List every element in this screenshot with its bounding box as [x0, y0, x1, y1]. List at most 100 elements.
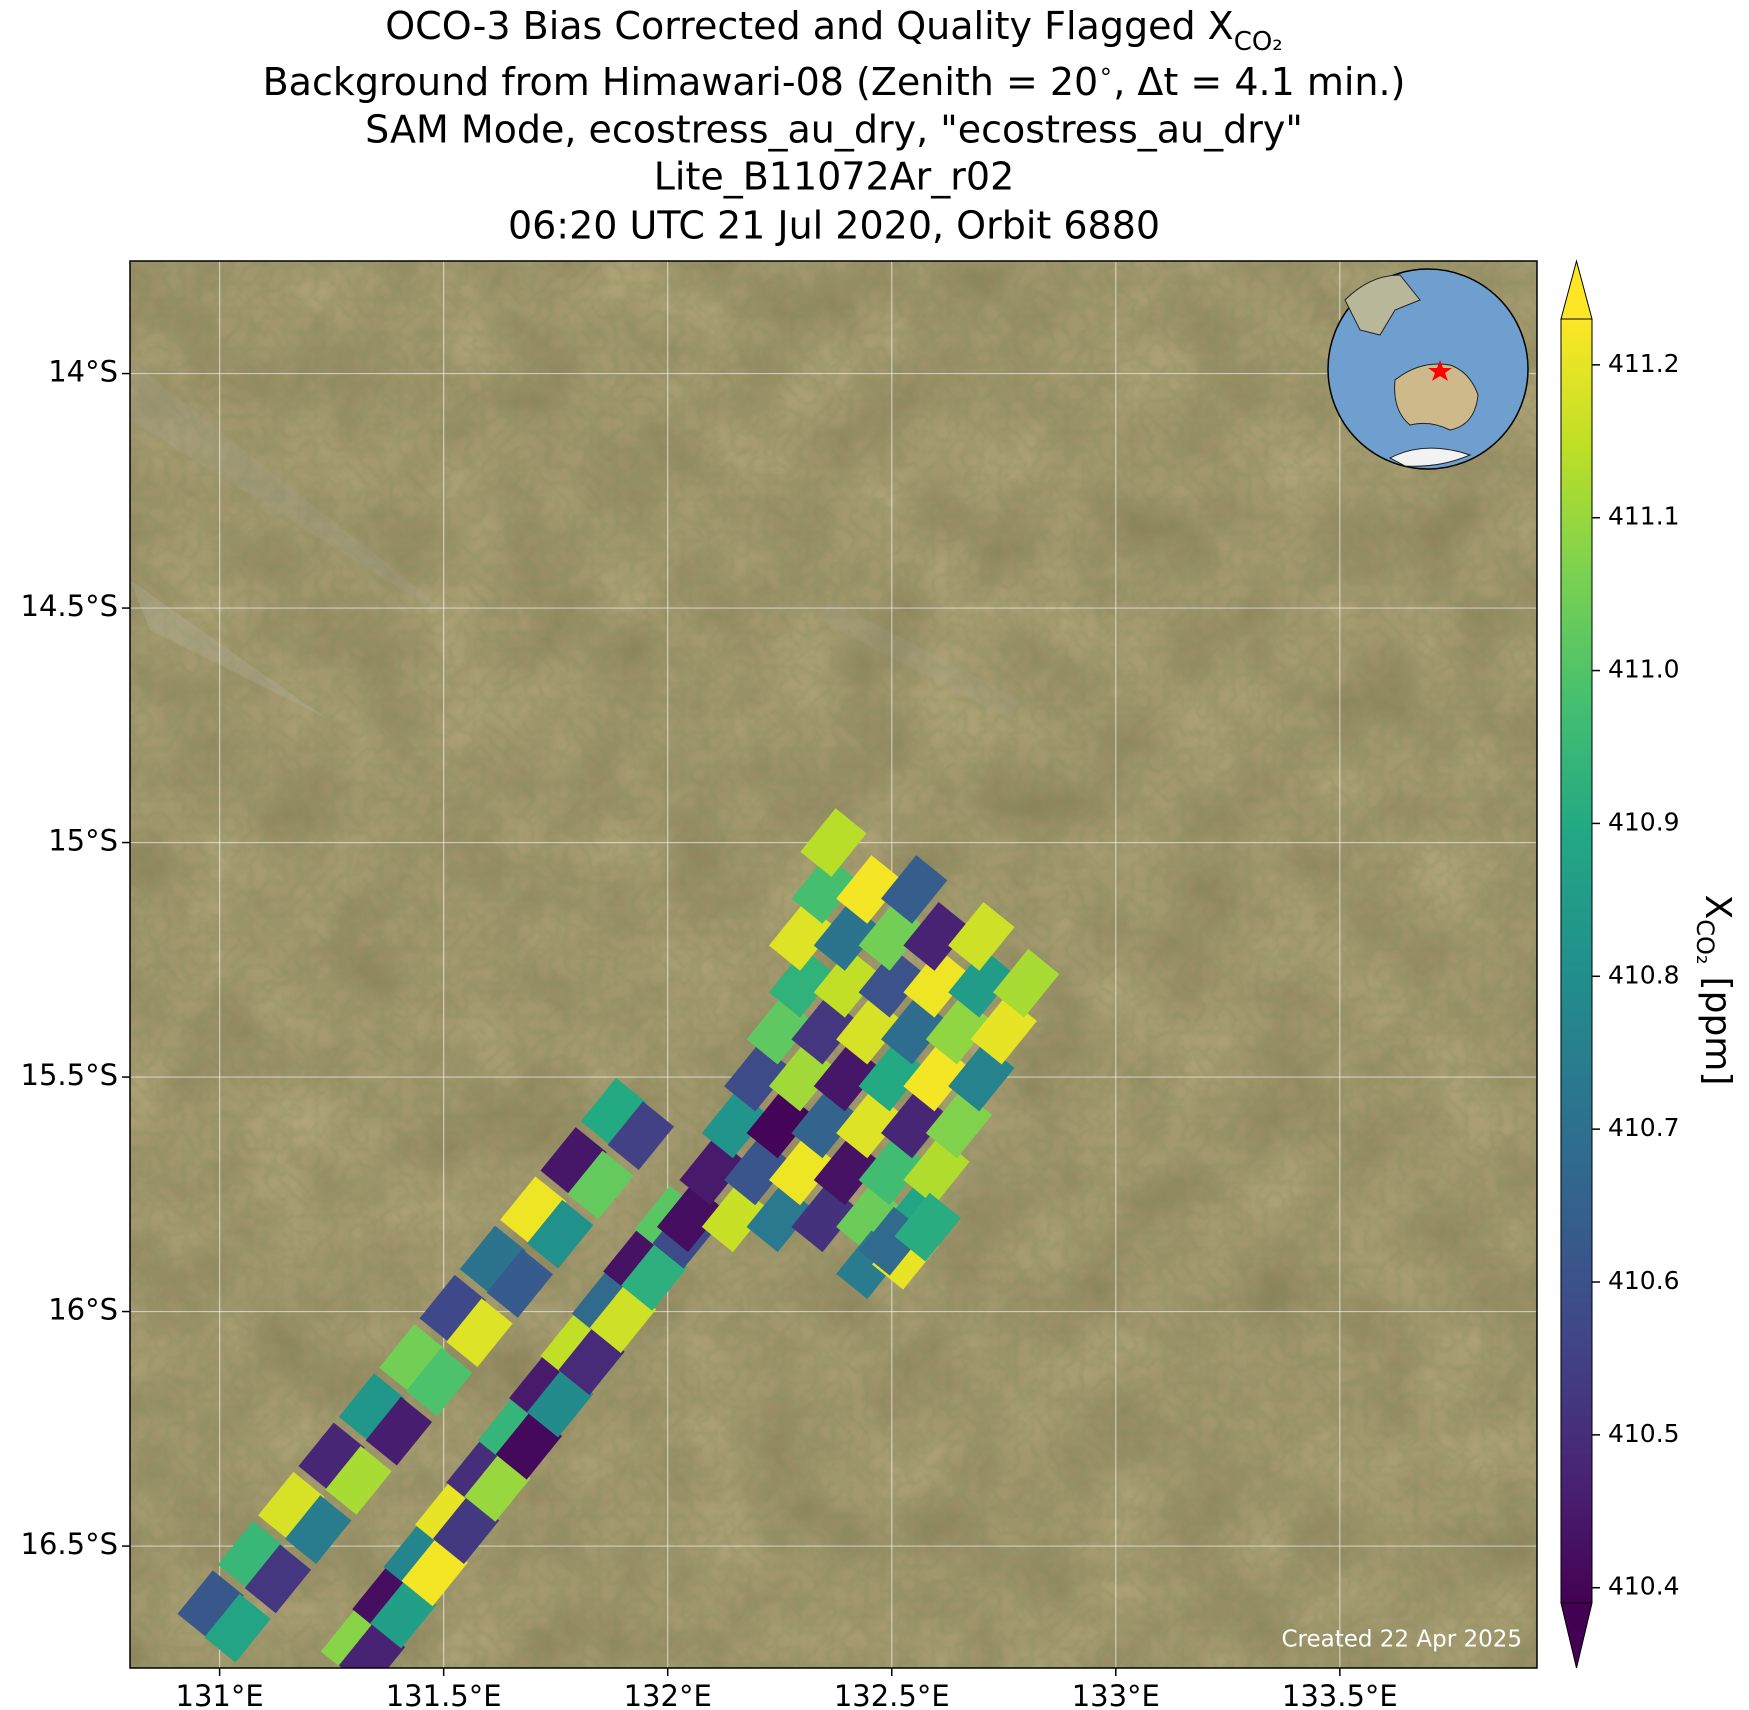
- sounding-cell: [379, 1324, 446, 1393]
- sounding-cell: [401, 1537, 468, 1607]
- colorbar-tick-label: 410.8: [1608, 960, 1680, 989]
- sounding-cell: [948, 948, 1015, 1018]
- colorbar-label-subscript: CO₂: [1691, 919, 1719, 964]
- sounding-cell: [527, 1368, 594, 1438]
- globe-asia: [1344, 274, 1421, 336]
- map-background: [130, 261, 1537, 1668]
- sounding-cell: [993, 948, 1060, 1018]
- x-tick-label: 132.5°E: [834, 1679, 950, 1710]
- colorbar-extend-max: [1560, 259, 1593, 320]
- colorbar-tick-label: 411.2: [1608, 349, 1680, 378]
- sounding-cell: [580, 1077, 648, 1147]
- sounding-cell: [509, 1354, 576, 1424]
- sounding-cell: [558, 1326, 625, 1396]
- y-tick-label: 14.5°S: [21, 589, 118, 623]
- sounding-cell: [432, 1495, 500, 1564]
- sounding-cell: [894, 1192, 961, 1262]
- colorbar-tick-label: 410.4: [1608, 1572, 1680, 1601]
- colorbar-tick-label: 410.5: [1608, 1419, 1680, 1448]
- y-tick-label: 14°S: [48, 355, 118, 389]
- sounding-cell: [495, 1410, 562, 1480]
- sounding-cell: [406, 1347, 473, 1417]
- sounding-cell: [217, 1521, 285, 1590]
- sounding-cell: [446, 1439, 513, 1508]
- colorbar-tick-label: 411.1: [1608, 502, 1680, 531]
- sounding-cell: [589, 1284, 657, 1353]
- sounding-cell: [338, 1373, 406, 1443]
- inset-globe: [1327, 268, 1529, 470]
- sounding-cell: [258, 1471, 325, 1541]
- sounding-cell: [800, 808, 867, 877]
- sounding-cell: [338, 1621, 406, 1668]
- y-tick-label: 16°S: [48, 1293, 118, 1327]
- title-line: Lite_B11072Ar_r02: [654, 155, 1015, 199]
- colorbar-label: XCO₂ [ppm]: [1691, 895, 1738, 1086]
- sounding-cell: [177, 1570, 244, 1640]
- globe-australia: [1394, 363, 1479, 431]
- y-tick-label: 15°S: [48, 824, 118, 858]
- sounding-cell: [370, 1579, 437, 1649]
- y-tick-label: 15.5°S: [21, 1058, 118, 1092]
- title-line: OCO-3 Bias Corrected and Quality Flagged…: [385, 4, 1282, 57]
- title-line: Background from Himawari-08 (Zenith = 20…: [263, 57, 1406, 104]
- sounding-cell: [477, 1396, 545, 1466]
- x-tick-label: 131°E: [176, 1679, 264, 1710]
- sounding-cell: [414, 1481, 482, 1550]
- sounding-cell: [352, 1565, 419, 1635]
- sounding-cell: [204, 1593, 271, 1663]
- x-tick-label: 132°E: [624, 1679, 712, 1710]
- smoke-plume: [820, 600, 1020, 720]
- x-tick-label: 133°E: [1072, 1679, 1160, 1710]
- sounding-cell: [419, 1274, 486, 1344]
- sounding-cell: [858, 948, 925, 1018]
- title-text: OCO-3 Bias Corrected and Quality Flagged…: [385, 4, 1233, 48]
- colorbar-body: [1560, 318, 1593, 1604]
- sounding-cell: [244, 1544, 312, 1614]
- sounding-cell: [948, 902, 1015, 971]
- sounding-cell: [285, 1495, 352, 1564]
- sounding-cell: [768, 948, 836, 1018]
- sounding-cell: [500, 1176, 567, 1246]
- sounding-cell: [325, 1446, 392, 1515]
- colorbar-tick-label: 411.0: [1608, 655, 1680, 684]
- globe-antarctica: [1388, 447, 1472, 467]
- x-tick-label: 133.5°E: [1282, 1679, 1398, 1710]
- title-line: 06:20 UTC 21 Jul 2020, Orbit 6880: [508, 204, 1160, 248]
- colorbar: 410.4 410.5 410.6 410.7 410.8 410.9 411.0 411.1…: [1560, 259, 1680, 1669]
- sounding-cell: [540, 1312, 607, 1382]
- title-text: Background from Himawari-08 (Zenith = 20: [263, 60, 1099, 104]
- colorbar-tick-label: 410.9: [1608, 807, 1680, 836]
- location-star: [1428, 360, 1452, 381]
- title-subscript: CO₂: [1234, 27, 1283, 57]
- sounding-cell: [446, 1298, 513, 1368]
- sounding-cell: [567, 1150, 634, 1220]
- sounding-cell: [903, 948, 970, 1018]
- sounding-cell: [571, 1270, 639, 1339]
- sounding-cell: [464, 1453, 531, 1522]
- colorbar-tick-label: 410.7: [1608, 1113, 1680, 1142]
- sounding-cell: [607, 1101, 674, 1171]
- sounding-cell: [836, 855, 903, 924]
- soundings: [177, 808, 1060, 1668]
- gridlines: [130, 261, 1537, 1668]
- colorbar-label-unit: [ppm]: [1697, 977, 1738, 1086]
- sounding-cell: [486, 1249, 554, 1318]
- sounding-cell: [880, 855, 948, 924]
- title-text: ∘: [1098, 57, 1113, 85]
- colorbar-extend-min: [1560, 1602, 1593, 1669]
- sounding-cell: [903, 902, 970, 971]
- sounding-cell: [383, 1523, 450, 1593]
- sounding-cell: [459, 1225, 527, 1295]
- sounding-cell: [298, 1422, 365, 1492]
- smoke-plume: [130, 360, 450, 620]
- footer: Created 22 Apr 2025: [1281, 1627, 1522, 1653]
- colorbar-tick-label: 410.6: [1608, 1266, 1680, 1295]
- sounding-cell: [527, 1199, 594, 1269]
- x-tick-label: 131.5°E: [386, 1679, 502, 1710]
- plot-frame: [129, 260, 1538, 1669]
- sounding-cell: [791, 855, 858, 924]
- sounding-cell: [365, 1396, 433, 1466]
- title-text: , Δt = 4.1 min.): [1113, 60, 1405, 104]
